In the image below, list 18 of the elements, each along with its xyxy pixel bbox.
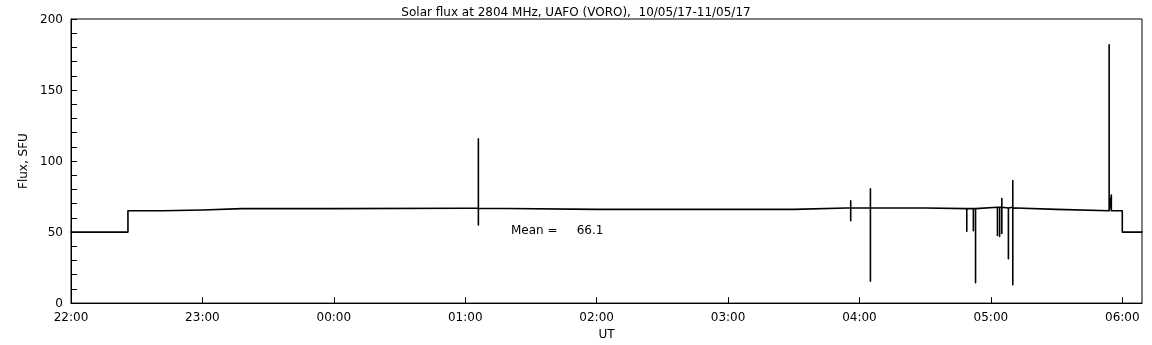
x-tick-label: 02:00	[579, 310, 614, 325]
y-tick-label: 100	[40, 154, 63, 169]
y-tick-label: 200	[40, 12, 63, 26]
x-tick-label: 01:00	[447, 310, 483, 325]
chart-title: Solar flux at 2804 MHz, UAFO (VORO), 10/05/17-11/05/17	[401, 5, 751, 19]
y-tick-label: 150	[40, 83, 63, 98]
y-axis-title: Flux, SFU	[16, 133, 31, 189]
y-tick-label: 0	[55, 296, 63, 311]
x-tick-label: 04:00	[842, 310, 877, 325]
x-axis-title: UT	[598, 327, 616, 341]
x-tick-label: 23:00	[185, 310, 220, 325]
x-tick-label: 03:00	[710, 310, 746, 325]
x-tick-label: 22:00	[53, 310, 89, 325]
annotation: Mean = 66.1	[511, 223, 604, 237]
x-tick-label: 00:00	[316, 310, 352, 325]
x-tick-label: 06:00	[1104, 310, 1140, 325]
x-tick-label: 05:00	[973, 310, 1009, 325]
y-tick-label: 50	[47, 225, 63, 240]
